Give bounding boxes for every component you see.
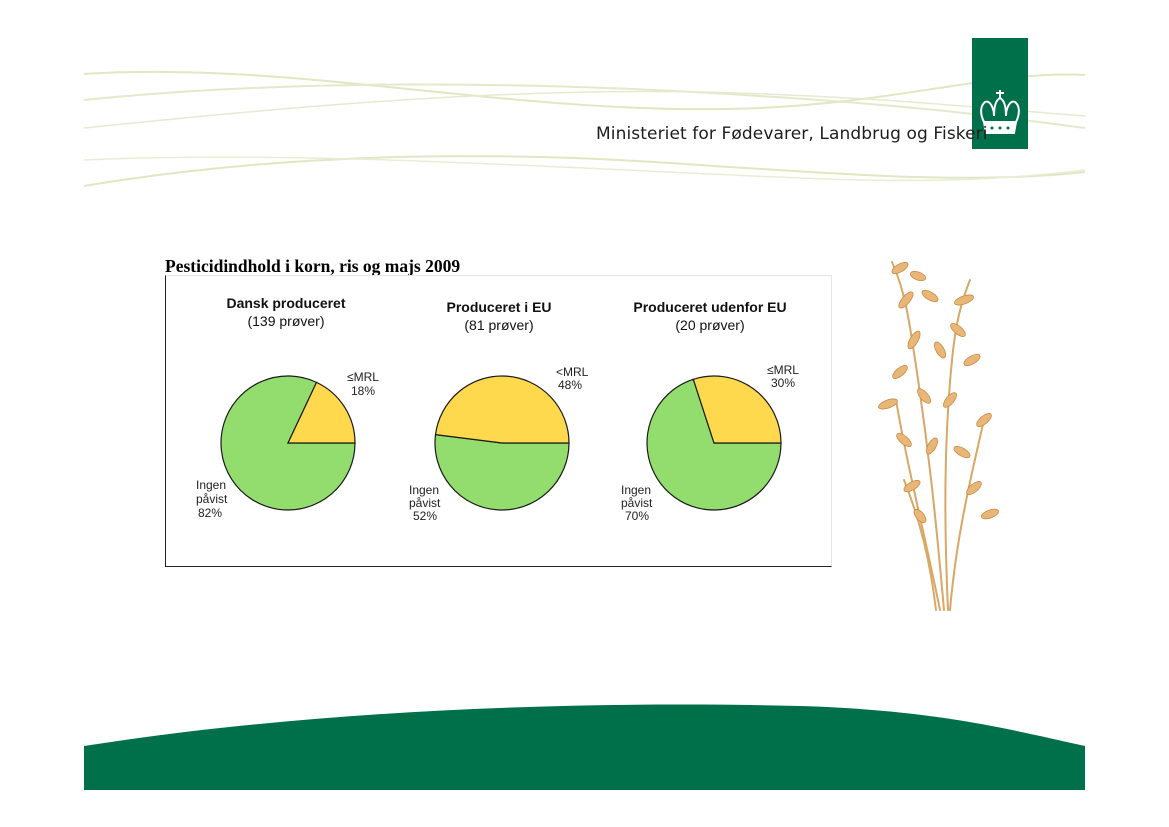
slice-label-line1: Ingen [621, 483, 651, 497]
pie-dansk: Dansk produceret (139 prøver) ≤MRL 18% I… [196, 295, 379, 520]
pie-title: Dansk produceret [226, 295, 345, 311]
pie-eu: Produceret i EU (81 prøver) <MRL 48% Ing… [409, 299, 589, 523]
slice-label: ≤MRL [347, 370, 379, 384]
pie-slice-detected [692, 375, 782, 444]
pie-slice-none [646, 378, 782, 511]
ministry-name: Ministeriet for Fødevarer, Landbrug og F… [596, 124, 988, 144]
slice-label-line2: påvist [196, 492, 228, 506]
pie-title: Produceret udenfor EU [633, 299, 786, 315]
slice-label-line1: Ingen [196, 478, 226, 492]
pie-subtitle: (81 prøver) [464, 317, 533, 333]
chart-title: Pesticidindhold i korn, ris og majs 2009 [165, 256, 461, 276]
oat-stalk-image [878, 261, 999, 611]
slice-label-line2: påvist [621, 496, 653, 510]
chart-frame [165, 275, 832, 567]
slice-label: <MRL [556, 365, 589, 379]
slice-value: 70% [625, 509, 649, 523]
slice-value: 52% [413, 509, 437, 523]
slice-value: 82% [198, 506, 222, 520]
pie-slice-none [434, 433, 570, 511]
pie-subtitle: (139 prøver) [247, 313, 324, 329]
slice-label: ≤MRL [767, 363, 799, 377]
slice-value: 30% [771, 376, 795, 390]
pie-slice-detected [287, 381, 356, 444]
pie-subtitle: (20 prøver) [675, 317, 744, 333]
slice-value: 18% [351, 384, 375, 398]
pie-slice-detected [434, 375, 570, 444]
pie-title: Produceret i EU [446, 299, 551, 315]
slice-label-line1: Ingen [409, 483, 439, 497]
ministry-logo [972, 38, 1028, 149]
crown-icon [980, 90, 1020, 134]
slice-value: 48% [558, 378, 582, 392]
slice-label-line2: påvist [409, 496, 441, 510]
pie-udenfor-eu: Produceret udenfor EU (20 prøver) ≤MRL 3… [621, 299, 799, 523]
